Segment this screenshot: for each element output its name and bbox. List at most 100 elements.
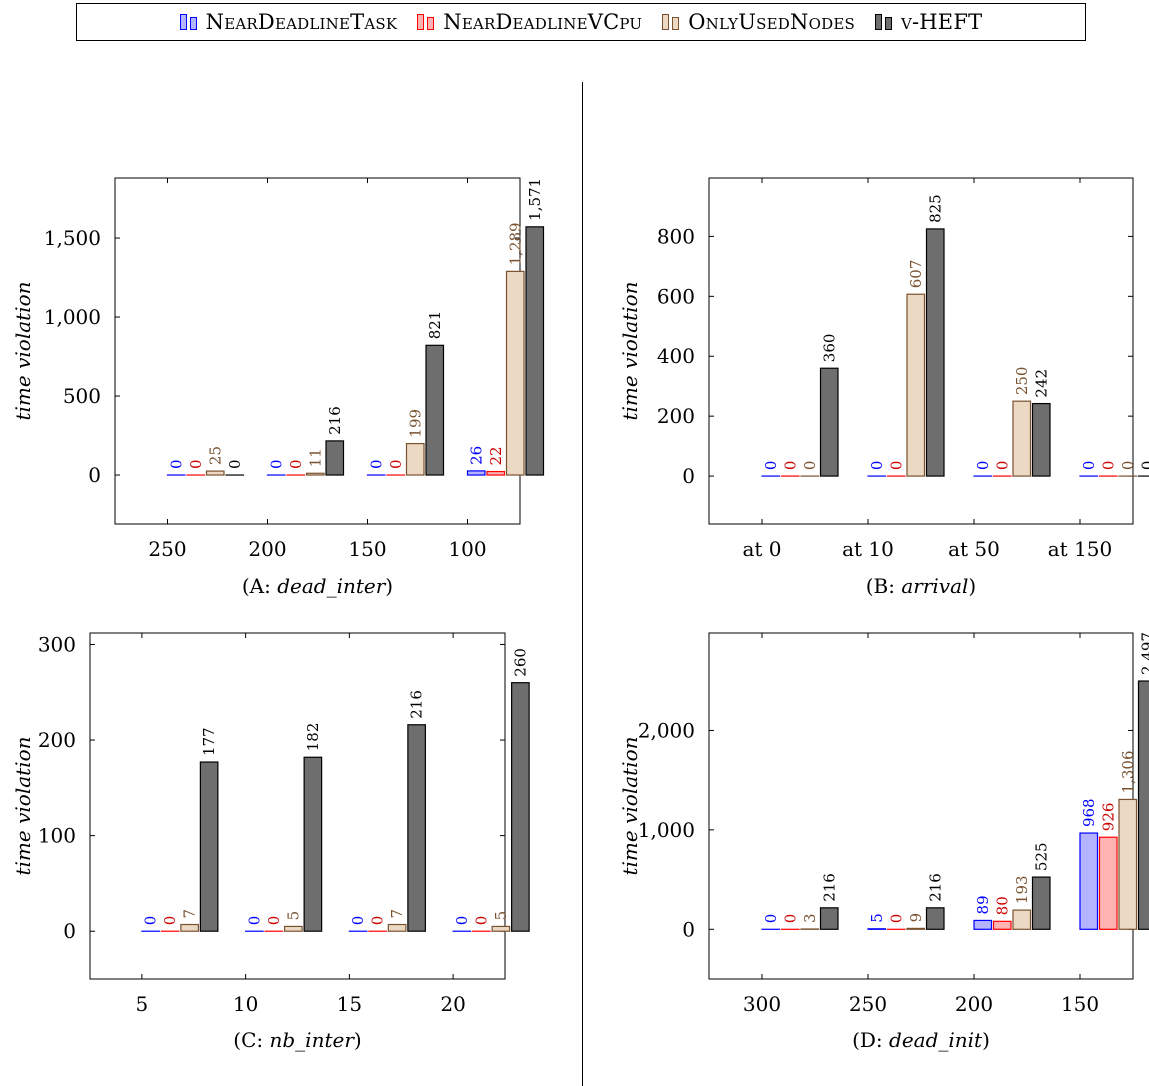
bar-neardeadlinevcpu [992, 920, 1012, 930]
x-axis-title-variable: arrival [901, 574, 968, 598]
bar-neardeadlinevcpu [1098, 836, 1118, 930]
y-tick-label: 1,000 [44, 305, 101, 329]
legend-item-onlyusednodes: OnlyUsedNodes [662, 10, 855, 34]
bar-onlyusednodes [1012, 400, 1032, 477]
data-label: 0 [369, 916, 387, 926]
x-axis-title: (B: arrival) [866, 574, 976, 598]
bar-onlyusednodes [1118, 798, 1138, 930]
y-axis-title: time violation [618, 736, 642, 875]
bar-onlyusednodes [305, 472, 325, 476]
data-label: 1,289 [506, 222, 524, 265]
plot-frame [114, 177, 521, 525]
data-label: 1,306 [1119, 750, 1137, 793]
x-tick-label: 100 [448, 537, 486, 561]
data-label: 825 [926, 194, 944, 223]
data-label: 0 [161, 916, 179, 926]
data-label: 0 [265, 916, 283, 926]
x-tick-label: 20 [440, 992, 465, 1016]
data-label: 0 [167, 459, 185, 469]
data-label: 216 [408, 690, 426, 719]
data-label: 260 [511, 648, 529, 677]
x-tick-label: at 10 [842, 537, 894, 561]
bar-v-heft [525, 226, 545, 476]
data-label: 7 [388, 909, 406, 919]
x-axis-title-prefix: (B: [866, 574, 902, 598]
bar-v-heft [199, 761, 219, 932]
bar-neardeadlinetask [1079, 832, 1099, 930]
bar-v-heft [303, 756, 323, 932]
x-tick-label: 15 [337, 992, 362, 1016]
data-label: 525 [1032, 842, 1050, 871]
x-tick-label: 200 [248, 537, 286, 561]
x-axis-title: (C: nb_inter) [233, 1028, 361, 1052]
data-label: 26 [467, 446, 485, 465]
data-label: 89 [974, 895, 992, 914]
x-axis-title-variable: nb_inter [269, 1028, 355, 1052]
x-axis-title-variable: dead_init [889, 1028, 983, 1052]
data-label: 607 [907, 260, 925, 289]
legend-label: v-HEFT [900, 10, 983, 34]
bar-onlyusednodes [505, 270, 525, 476]
data-label: 242 [1032, 369, 1050, 398]
bar-neardeadlinetask [973, 919, 993, 930]
data-label: 0 [1119, 461, 1137, 471]
data-label: 2,497 [1138, 632, 1149, 675]
plot-frame [708, 177, 1134, 525]
x-axis-title: (D: dead_init) [852, 1028, 990, 1052]
plot-frame [89, 632, 506, 980]
x-tick-label: 5 [136, 992, 149, 1016]
data-label: 821 [426, 311, 444, 340]
bar-onlyusednodes [405, 442, 425, 476]
x-tick-label: at 50 [948, 537, 1000, 561]
bar-onlyusednodes [387, 923, 407, 932]
data-label: 0 [762, 461, 780, 471]
x-tick-label: 250 [148, 537, 186, 561]
data-label: 0 [1080, 461, 1098, 471]
x-axis-title-prefix: (D: [852, 1028, 889, 1052]
y-tick-label: 0 [63, 919, 76, 943]
x-axis-title-variable: dead_inter [277, 574, 387, 598]
data-label: 0 [187, 459, 205, 469]
y-tick-label: 400 [657, 344, 695, 368]
x-axis-title-suffix: ) [982, 1028, 990, 1052]
y-axis-title: time violation [11, 281, 35, 420]
panel-divider [582, 82, 584, 1086]
bar-onlyusednodes [284, 925, 303, 932]
bar-neardeadlinetask [466, 470, 486, 476]
legend-swatch-neardeadlinevcpu [417, 14, 435, 30]
data-label: 0 [1099, 461, 1117, 471]
x-axis-title-prefix: (A: [242, 574, 277, 598]
y-axis-title: time violation [11, 736, 35, 875]
x-tick-label: at 0 [742, 537, 781, 561]
bar-onlyusednodes [1012, 909, 1032, 930]
data-label: 9 [907, 913, 925, 923]
data-label: 0 [387, 459, 405, 469]
x-tick-label: at 150 [1048, 537, 1113, 561]
data-label: 5 [868, 913, 886, 923]
y-tick-label: 200 [657, 404, 695, 428]
legend-item-neardeadlinetask: NearDeadlineTask [179, 10, 398, 34]
data-label: 926 [1099, 803, 1117, 832]
bar-onlyusednodes [205, 470, 225, 476]
x-tick-label: 300 [743, 992, 781, 1016]
legend-label: NearDeadlineVCpu [443, 10, 643, 34]
data-label: 0 [349, 916, 367, 926]
legend-swatch-vheft [874, 14, 892, 30]
x-tick-label: 10 [233, 992, 258, 1016]
data-label: 0 [887, 914, 905, 924]
x-tick-label: 150 [1061, 992, 1099, 1016]
x-tick-label: 150 [348, 537, 386, 561]
data-label: 5 [492, 911, 510, 921]
y-tick-label: 0 [682, 917, 695, 941]
bar-v-heft [819, 367, 839, 477]
data-label: 250 [1013, 367, 1031, 396]
x-axis-title-suffix: ) [968, 574, 976, 598]
data-label: 0 [472, 916, 490, 926]
y-tick-label: 0 [88, 463, 101, 487]
data-label: 177 [200, 727, 218, 756]
data-label: 1,571 [526, 178, 544, 221]
data-label: 0 [287, 459, 305, 469]
